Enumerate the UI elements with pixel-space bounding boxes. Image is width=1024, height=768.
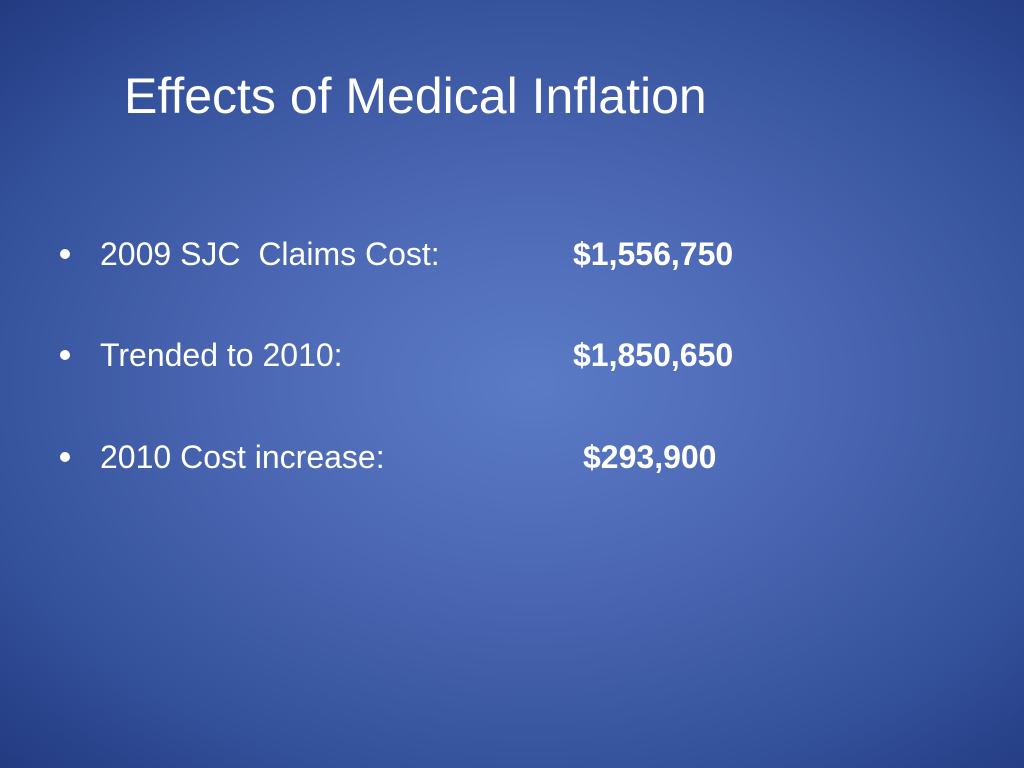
bullet-row: 2009 SJC Claims Cost: $1,556,750 xyxy=(0,232,1024,276)
slide-title: Effects of Medical Inflation xyxy=(124,68,707,124)
item-value: $293,900 xyxy=(583,439,717,475)
bullet xyxy=(60,452,70,462)
item-label: 2010 Cost increase: xyxy=(100,439,385,475)
bullet xyxy=(60,249,70,259)
item-value: $1,850,650 xyxy=(573,337,734,373)
bullet xyxy=(60,350,70,360)
item-label: 2009 SJC Claims Cost: xyxy=(100,236,440,272)
bullet-row: 2010 Cost increase: $293,900 xyxy=(0,435,1024,479)
item-label: Trended to 2010: xyxy=(100,337,343,373)
bullet-row: Trended to 2010: $1,850,650 xyxy=(0,333,1024,377)
item-value: $1,556,750 xyxy=(573,236,734,272)
